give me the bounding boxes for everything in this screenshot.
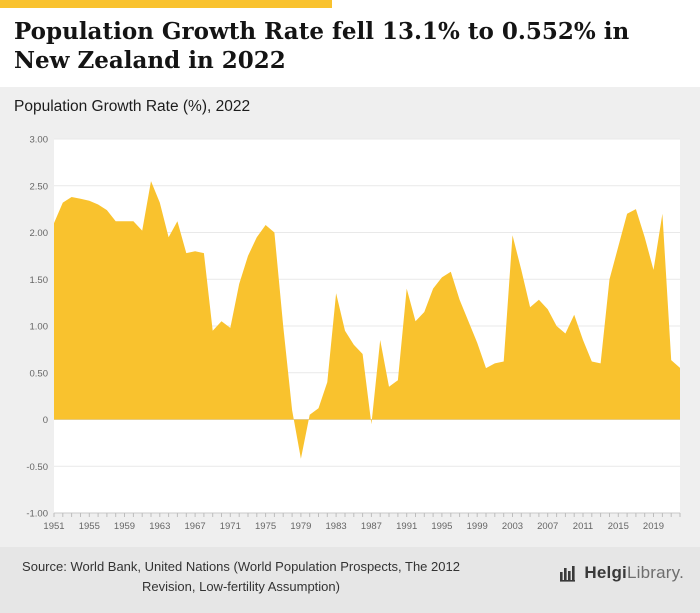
logo-text-helgi: Helgi [584,563,627,582]
source-line-2: Revision, Low-fertility Assumption) [142,579,340,595]
logo-text: HelgiLibrary. [584,563,684,583]
x-axis-label: 1971 [220,521,241,532]
y-axis-label: 0 [43,415,48,426]
x-axis-label: 2019 [643,521,664,532]
x-axis-label: 1959 [114,521,135,532]
header: Population Growth Rate fell 13.1% to 0.5… [0,0,700,88]
x-axis-label: 2011 [573,521,593,532]
x-axis-label: 1951 [43,521,64,532]
x-axis-label: 1979 [290,521,311,532]
logo-text-library: Library [626,563,680,582]
y-axis-label: 0.50 [30,368,49,379]
x-axis-label: 2003 [502,521,523,532]
chart-area: 3.00 2.50 2.00 1.50 1.00 0.50 0 -0.50 -1.00 1951 1… [12,132,700,541]
x-axis-label: 2007 [537,521,558,532]
source-note: Source: World Bank, United Nations (Worl… [8,557,474,597]
accent-fill [0,0,332,8]
x-axis-label: 1967 [185,521,206,532]
x-axis-label: 1963 [149,521,170,532]
y-axis-label: 3.00 [30,135,49,146]
x-axis-label: 1975 [255,521,276,532]
footer: Source: World Bank, United Nations (Worl… [0,547,700,613]
x-axis-label: 1995 [431,521,452,532]
x-axis-label: 1983 [326,521,347,532]
bar-chart-logo-icon [560,566,576,582]
y-axis-label: -0.50 [26,462,48,473]
y-axis-label: 1.00 [30,322,49,333]
x-axis-label: 1955 [79,521,100,532]
accent-bar [0,0,700,8]
x-axis-label: 2015 [608,521,629,532]
x-axis-label: 1991 [396,521,417,532]
y-axis-label: 2.50 [30,181,49,192]
y-axis-label: 1.50 [30,275,49,286]
source-line-1: Source: World Bank, United Nations (Worl… [22,559,460,574]
y-axis-label: 2.00 [30,228,49,239]
x-axis-label: 1999 [467,521,488,532]
y-axis-label: -1.00 [26,509,48,520]
helgi-library-logo[interactable]: HelgiLibrary. [559,563,684,583]
chart-subtitle: Population Growth Rate (%), 2022 [14,98,251,116]
area-series [54,181,680,459]
x-axis-label: 1987 [361,521,382,532]
logo-text-dot: . [679,563,684,582]
page-title: Population Growth Rate fell 13.1% to 0.5… [14,18,630,74]
